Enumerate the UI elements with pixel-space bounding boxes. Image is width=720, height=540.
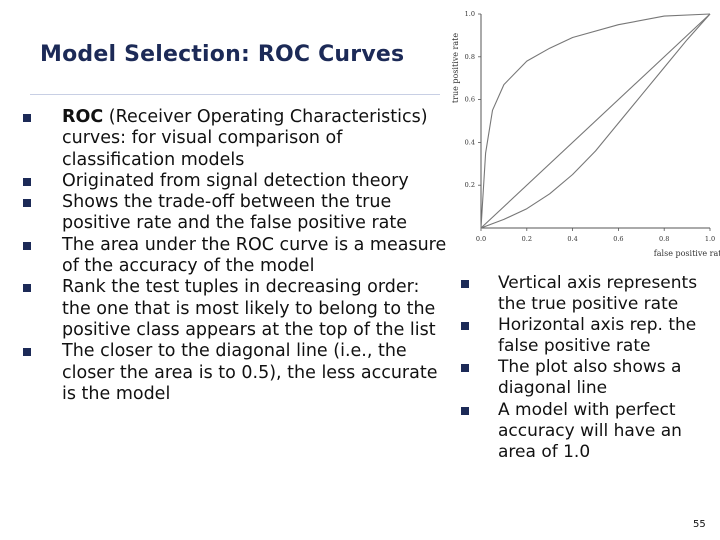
square-bullet-icon [461, 280, 469, 288]
x-tick-label: 1.0 [705, 235, 715, 243]
square-bullet-icon [461, 406, 469, 415]
bullet-strong-text: ROC [62, 107, 104, 127]
y-tick-label: 0.2 [465, 181, 475, 189]
x-tick-label: 0.8 [659, 235, 669, 243]
square-bullet-icon [461, 364, 469, 373]
right-bullet: Vertical axis represents the true positi… [458, 273, 714, 315]
x-tick-label: 0.6 [613, 235, 623, 243]
y-tick-label: 1.0 [465, 10, 475, 18]
square-bullet-icon [23, 348, 31, 357]
x-axis-label: false positive rate [654, 249, 720, 258]
left-bullet: Shows the trade-off between the true pos… [20, 192, 452, 235]
bullet-text: Vertical axis represents the true positi… [498, 273, 698, 315]
y-tick-label: 0.4 [465, 138, 475, 146]
bullet-text: A model with perfect accuracy will have … [498, 399, 682, 462]
square-bullet-icon [23, 284, 31, 293]
x-tick-label: 0.2 [522, 235, 532, 243]
square-bullet-icon [23, 177, 31, 186]
bullet-text: The plot also shows a diagonal line [498, 357, 682, 399]
page-number: 55 [693, 519, 706, 530]
roc-curve-chart: 0.0 0.2 0.4 0.6 0.8 1.0 0.2 0.4 0.6 0.8 1.0 false p… [451, 10, 720, 258]
y-tick-label: 0.8 [465, 53, 475, 61]
right-bullet-list: Vertical axis represents the true positi… [458, 273, 714, 463]
bullet-text: The area under the ROC curve is a measur… [62, 234, 447, 277]
left-bullet: Originated from signal detection theory [20, 171, 452, 192]
left-bullet: The closer to the diagonal line (i.e., t… [20, 341, 452, 405]
square-bullet-icon [461, 322, 469, 331]
bullet-text: Shows the trade-off between the true pos… [62, 192, 408, 234]
bullet-text: Rank the test tuples in decreasing order… [62, 277, 436, 340]
roc-series-line-1 [480, 13, 711, 229]
x-tick-label: 0.0 [476, 235, 486, 243]
y-axis-label: true positive rate [451, 33, 460, 103]
square-bullet-icon [23, 114, 31, 122]
roc-series-line-2 [480, 13, 711, 229]
title-divider [30, 94, 440, 95]
bullet-text: The closer to the diagonal line (i.e., t… [62, 341, 438, 404]
roc-series-line-3 [480, 13, 711, 229]
left-bullet: Rank the test tuples in decreasing order… [20, 277, 452, 341]
square-bullet-icon [23, 199, 31, 208]
right-bullet: Horizontal axis rep. the false positive … [458, 315, 714, 357]
x-tick-label: 0.4 [567, 235, 577, 243]
bullet-text: Horizontal axis rep. the false positive … [498, 315, 697, 357]
y-tick-label: 0.6 [465, 96, 475, 104]
bullet-text: Originated from signal detection theory [62, 170, 409, 191]
slide-title: Model Selection: ROC Curves [40, 42, 405, 67]
bullet-text: (Receiver Operating Characteristics) cur… [62, 107, 428, 170]
left-bullet: The area under the ROC curve is a measur… [20, 235, 452, 278]
right-bullet: The plot also shows a diagonal line [458, 357, 714, 399]
left-bullet: ROC (Receiver Operating Characteristics)… [20, 107, 452, 171]
square-bullet-icon [23, 241, 31, 250]
left-bullet-list: ROC (Receiver Operating Characteristics)… [20, 107, 452, 405]
right-bullet: A model with perfect accuracy will have … [458, 400, 714, 463]
